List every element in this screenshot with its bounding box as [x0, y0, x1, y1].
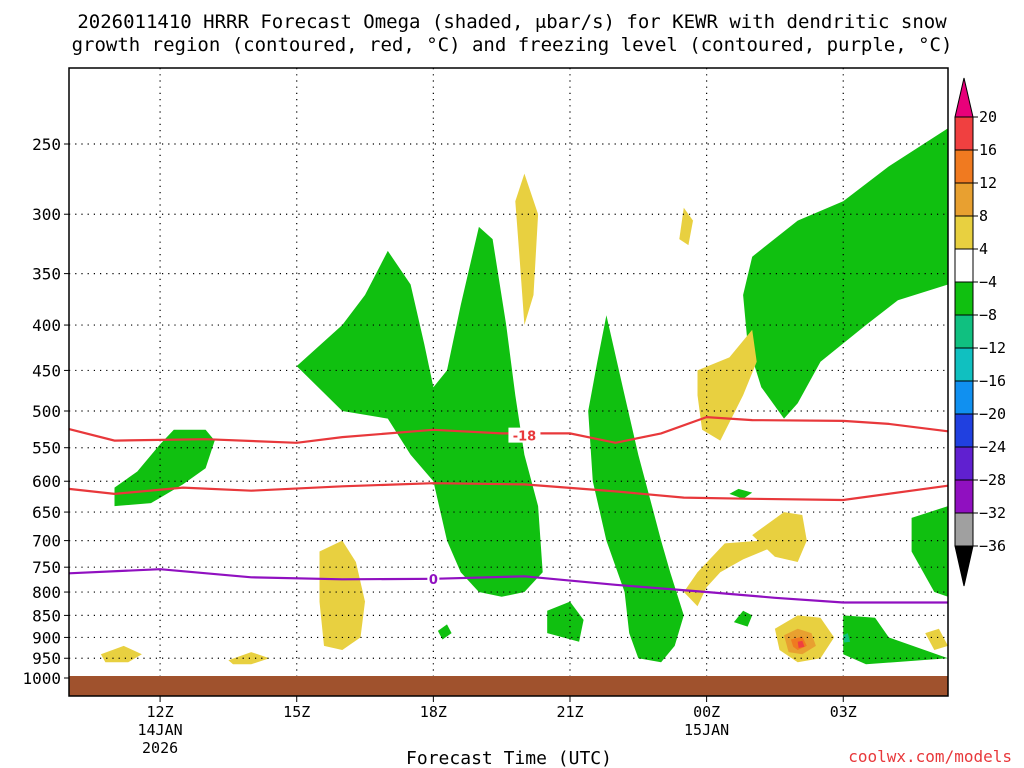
omega-region-4	[437, 624, 452, 640]
colorbar-segment	[954, 314, 974, 349]
colorbar-segment	[954, 347, 974, 382]
omega-region-6	[729, 488, 753, 499]
colorbar-label: −32	[979, 504, 1006, 522]
y-tick-label: 650	[32, 503, 61, 522]
colorbar-bottom-triangle	[954, 545, 974, 587]
y-tick-label: 350	[32, 265, 61, 284]
freezing-contour-label: 0	[429, 573, 438, 588]
chart-title-line2: growth region (contoured, red, °C) and f…	[72, 34, 953, 56]
x-tick-year: 2026	[142, 739, 178, 757]
plot-frame	[68, 67, 949, 697]
omega-region-7	[733, 610, 753, 627]
terrain-ground	[69, 676, 948, 696]
colorbar-top-triangle	[954, 77, 974, 118]
omega-region-8	[911, 506, 948, 597]
y-tick-label: 500	[32, 402, 61, 421]
colorbar-label: −24	[979, 438, 1006, 456]
omega-region-22	[797, 640, 805, 648]
credit-text: coolwx.com/models	[848, 747, 1012, 766]
x-axis-label: Forecast Time (UTC)	[406, 748, 612, 768]
omega-region-19	[925, 628, 948, 650]
y-tick-label: 750	[32, 558, 61, 577]
colorbar-label: −8	[979, 306, 997, 324]
omega-region-5	[743, 128, 948, 419]
colorbar-segment	[954, 512, 974, 547]
colorbar-segment	[954, 116, 974, 151]
y-tick-label: 550	[32, 439, 61, 458]
omega-region-9	[843, 615, 948, 665]
colorbar-label: −16	[979, 372, 1006, 390]
dendritic-contour-label: -18	[513, 430, 537, 445]
colorbar-segment	[954, 446, 974, 481]
y-tick-label: 400	[32, 316, 61, 335]
colorbar-label: 4	[979, 240, 988, 258]
colorbar-label: 16	[979, 141, 997, 159]
x-tick-label: 18Z	[420, 703, 447, 721]
y-tick-label: 700	[32, 532, 61, 551]
dendritic-contour-lower	[68, 482, 949, 502]
colorbar-segment	[954, 281, 974, 316]
y-tick-label: 800	[32, 583, 61, 602]
omega-region-2	[547, 601, 584, 642]
y-tick-label: 1000	[22, 669, 61, 688]
y-tick-label: 300	[32, 205, 61, 224]
colorbar-segment	[954, 149, 974, 184]
omega-shading-layer	[100, 128, 948, 665]
omega-region-3	[588, 315, 684, 663]
colorbar-label: −12	[979, 339, 1006, 357]
y-tick-label: 850	[32, 606, 61, 625]
x-tick-date: 15JAN	[684, 721, 729, 739]
colorbar-label: −4	[979, 273, 997, 291]
chart-title-line1: 2026011410 HRRR Forecast Omega (shaded, …	[77, 11, 947, 33]
y-tick-label: 450	[32, 361, 61, 380]
omega-region-15	[319, 540, 365, 650]
colorbar-segment	[954, 248, 974, 283]
omega-region-23	[843, 633, 851, 643]
colorbar-label: 8	[979, 207, 988, 225]
colorbar-label: −20	[979, 405, 1006, 423]
colorbar-label: 12	[979, 174, 997, 192]
y-tick-label: 600	[32, 472, 61, 491]
colorbar: 20 16 12 8 4 −4 −8 −12 −16 −20 −24 −28 −32 −36	[954, 77, 1006, 587]
x-tick-label: 12Z	[147, 703, 174, 721]
colorbar-segment	[954, 479, 974, 514]
omega-region-14	[752, 512, 807, 562]
omega-region-12	[697, 329, 757, 441]
x-tick-label: 15Z	[283, 703, 310, 721]
colorbar-segment	[954, 413, 974, 448]
y-tick-label: 250	[32, 135, 61, 154]
y-tick-label: 900	[32, 628, 61, 647]
colorbar-label: 20	[979, 108, 997, 126]
dendritic-contour-upper	[68, 415, 949, 444]
colorbar-label: −28	[979, 471, 1006, 489]
x-tick-label: 00Z	[693, 703, 720, 721]
colorbar-segment	[954, 182, 974, 217]
omega-region-16	[100, 645, 142, 663]
contour-layer: -18 0	[68, 415, 949, 604]
y-axis-ticks: 250 300 350 400 450 500 550 600 650 700 750 800 850 9…	[22, 135, 69, 688]
omega-region-0	[114, 429, 215, 507]
omega-region-10	[515, 173, 539, 325]
colorbar-segment	[954, 215, 974, 250]
colorbar-segment	[954, 380, 974, 415]
x-tick-label: 21Z	[556, 703, 583, 721]
y-tick-label: 950	[32, 649, 61, 668]
omega-region-1	[296, 226, 543, 597]
x-tick-label: 03Z	[830, 703, 857, 721]
grid-lines	[69, 68, 948, 676]
colorbar-label: −36	[979, 537, 1006, 555]
omega-region-11	[679, 207, 693, 246]
x-tick-date: 14JAN	[138, 721, 183, 739]
freezing-level-contour	[68, 568, 948, 604]
